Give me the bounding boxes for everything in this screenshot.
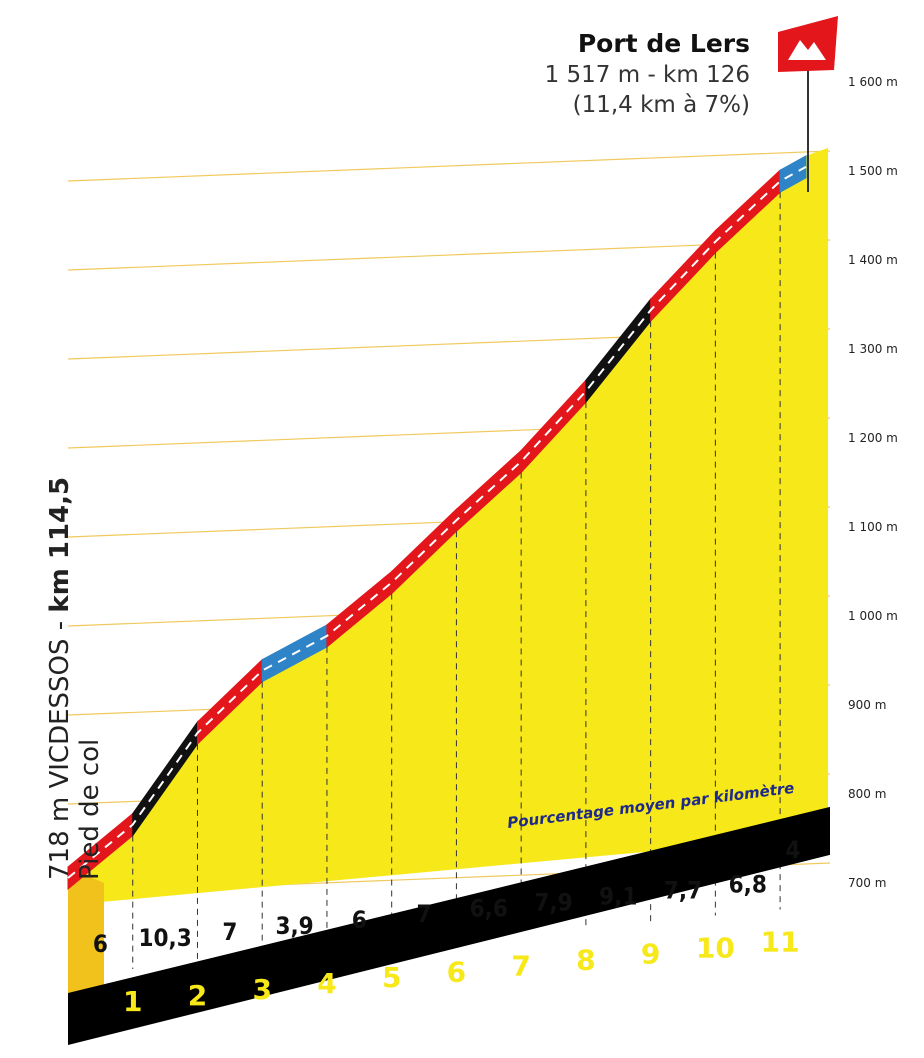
base-strip-layer: 6 10,3 7 3,9 6 7 6,6 7,9 9,1 7,7 6,841 2 3 4 5 6 7 8 9 10 11 <box>68 806 830 1045</box>
grid-line <box>67 150 831 182</box>
km-marker-label: 2 <box>188 979 207 1012</box>
y-tick-label: 1 300 m <box>848 342 898 356</box>
base-black-strip <box>68 806 830 1045</box>
y-tick-label: 1 500 m <box>848 164 898 178</box>
segment-percentage-label: 3,9 <box>275 912 313 940</box>
segment-percentage-label: 7,7 <box>664 876 702 904</box>
km-marker-label: 4 <box>317 967 336 1000</box>
y-tick-label: 900 m <box>848 698 886 712</box>
segment-percentage-label: 6,6 <box>470 894 508 922</box>
segment-percentage-label: 9,1 <box>599 882 637 910</box>
road-centerline <box>67 166 807 879</box>
start-label-prefix: 718 m VICDESSOS - <box>45 613 75 880</box>
start-label: 718 m VICDESSOS - km 114,5 Pied de col <box>45 477 105 880</box>
svg-text:718 m VICDESSOS - km 114,5: 718 m VICDESSOS - km 114,5 <box>45 477 75 880</box>
y-tick-label: 1 000 m <box>848 609 898 623</box>
segment-percentage-label: 7 <box>222 918 237 946</box>
start-label-subtitle: Pied de col <box>75 739 105 880</box>
segment-percentage-label: 7 <box>417 900 432 928</box>
km-marker-label: 3 <box>252 973 271 1006</box>
y-axis-ticks: 700 m 800 m 900 m 1 000 m 1 100 m 1 200 m 1 30… <box>848 75 898 890</box>
km-marker-label: 9 <box>641 937 660 970</box>
km-marker-label: 1 <box>123 985 142 1018</box>
km-marker-label: 10 <box>696 931 735 964</box>
segment-percentage-label: 6 <box>93 930 108 958</box>
km-dividers-layer <box>132 192 781 970</box>
y-tick-label: 1 100 m <box>848 520 898 534</box>
km-marker-label: 8 <box>576 943 595 976</box>
km-marker-label: 6 <box>447 955 466 988</box>
segment-percentage-label: 7,9 <box>534 888 572 916</box>
summit-length-gradient: (11,4 km à 7%) <box>573 92 750 118</box>
km-marker-label: 7 <box>511 949 530 982</box>
summit-flag-icon <box>778 16 838 192</box>
km-marker-label: 5 <box>382 961 401 994</box>
y-tick-label: 800 m <box>848 787 886 801</box>
segment-percentage-label: 6,8 <box>729 870 767 898</box>
start-label-km: km 114,5 <box>45 477 75 613</box>
summit-altitude-km: 1 517 m - km 126 <box>545 62 750 88</box>
y-tick-label: 1 600 m <box>848 75 898 89</box>
summit-title: Port de Lers <box>578 29 750 58</box>
segment-percentage-label: 4 <box>786 836 801 864</box>
profile-left-face <box>68 867 104 1000</box>
road-segments-layer <box>67 155 807 891</box>
segment-percentage-label: 10,3 <box>138 924 191 952</box>
y-tick-label: 1 200 m <box>848 431 898 445</box>
km-marker-label: 11 <box>761 925 800 958</box>
road-segment <box>779 155 807 193</box>
y-tick-label: 1 400 m <box>848 253 898 267</box>
segment-percentage-label: 6 <box>352 906 367 934</box>
y-tick-label: 700 m <box>848 876 886 890</box>
